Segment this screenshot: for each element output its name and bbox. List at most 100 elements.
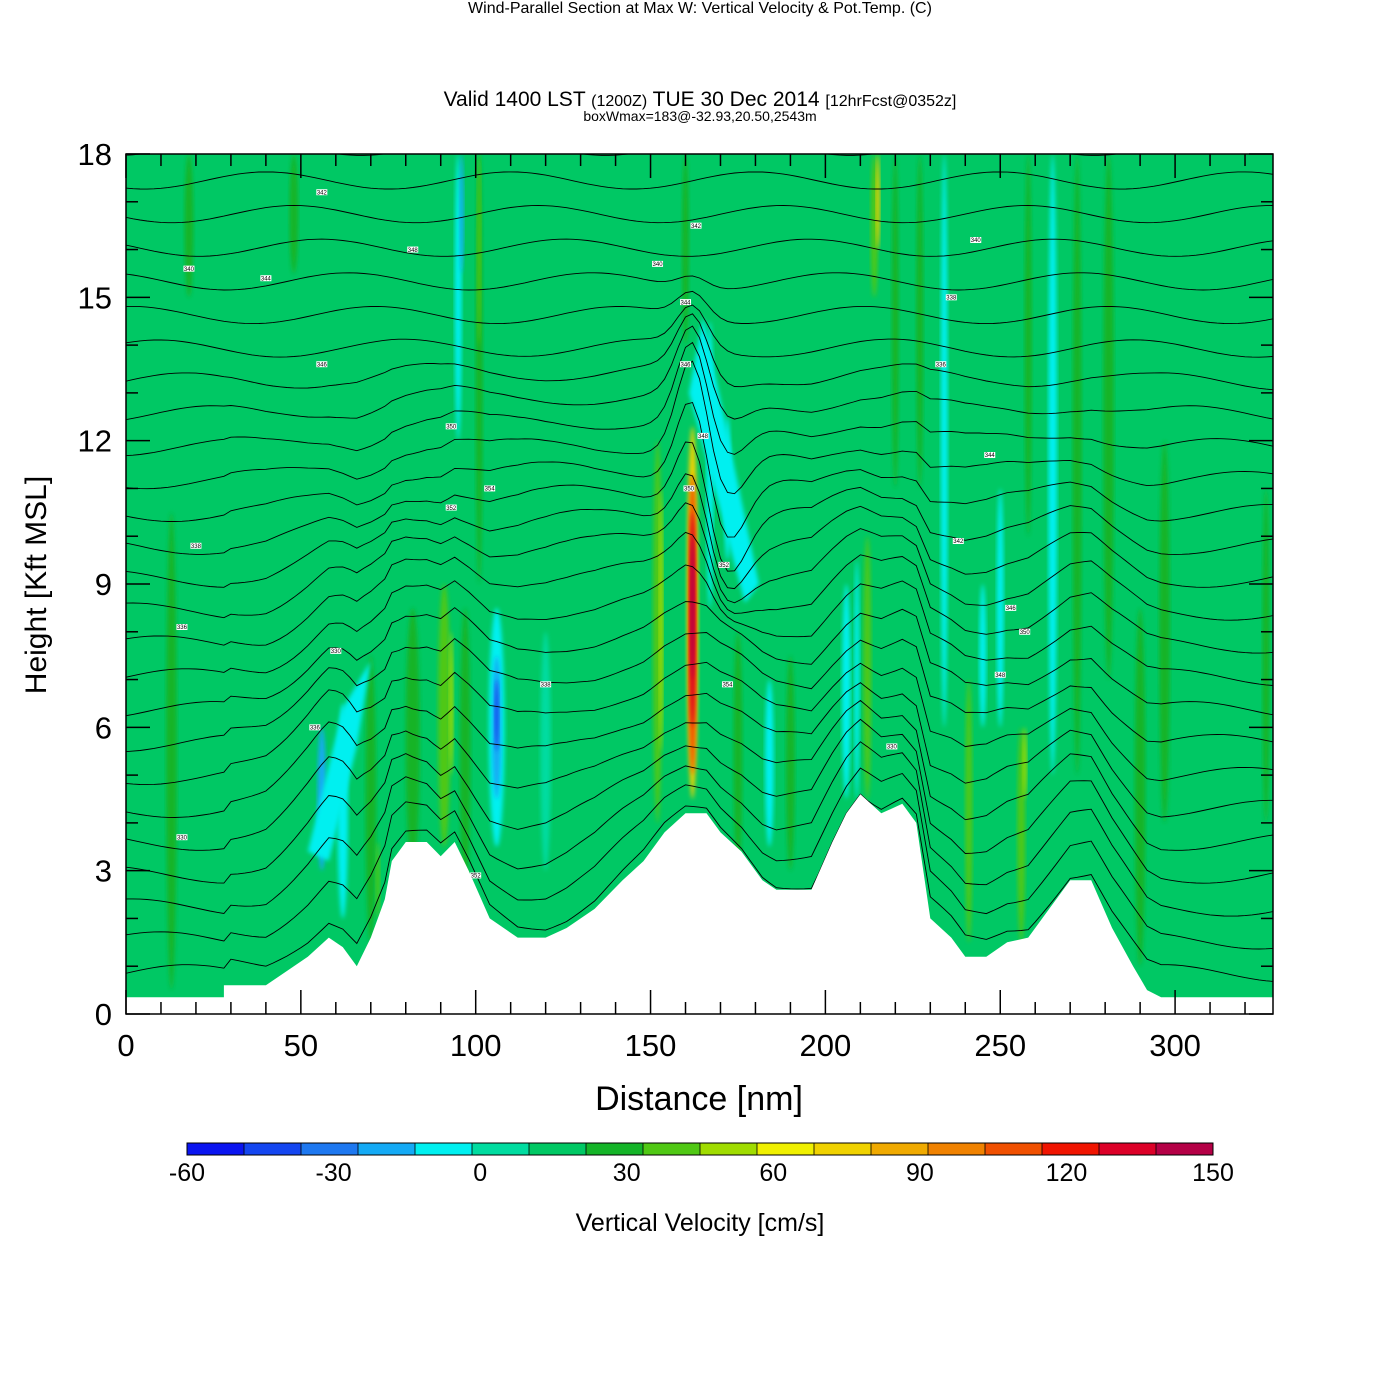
- theta-contour-338: [126, 304, 1273, 358]
- y-tick-label-18: 18: [78, 137, 112, 172]
- svg-text:342: 342: [317, 190, 328, 196]
- velocity-cell-40: [996, 488, 1004, 728]
- contour-label-2: 338: [190, 542, 202, 550]
- contour-label-24: 338: [945, 294, 957, 302]
- theta-contour-350: [126, 154, 1121, 156]
- contour-label-28: 346: [1005, 604, 1017, 612]
- svg-text:346: 346: [317, 362, 328, 368]
- svg-text:348: 348: [995, 673, 1006, 679]
- contour-label-10: 354: [484, 485, 496, 493]
- velocity-cell-0: [166, 512, 177, 991]
- velocity-cell-49: [184, 154, 194, 298]
- contour-label-25: 340: [970, 237, 981, 244]
- y-tick-label-15: 15: [78, 280, 112, 315]
- contour-label-9: 352: [445, 504, 457, 512]
- svg-text:346: 346: [681, 362, 692, 368]
- svg-text:336: 336: [177, 625, 188, 631]
- velocity-cell-50: [289, 154, 299, 274]
- theta-contour-308: [126, 699, 1273, 851]
- colorbar-swatch-7: [586, 1143, 644, 1155]
- velocity-cell-42: [1022, 727, 1027, 800]
- velocity-cell-11: [494, 679, 499, 752]
- theta-contour-342: [126, 272, 1273, 291]
- theta-contour-344: [126, 238, 1273, 257]
- contour-label-5: 344: [260, 275, 272, 282]
- colorbar-tick-label-4: 60: [759, 1159, 787, 1187]
- velocity-cell-35: [891, 154, 899, 489]
- velocity-cell-31: [854, 560, 860, 799]
- svg-text:348: 348: [408, 248, 419, 254]
- forecast-info: [12hrFcst@0352z]: [825, 93, 957, 110]
- velocity-field: [166, 154, 1270, 991]
- velocity-cell-6: [438, 584, 451, 847]
- velocity-cell-5: [405, 607, 420, 871]
- velocity-cell-38: [965, 679, 973, 943]
- valid-date: TUE 30 Dec 2014: [652, 88, 820, 111]
- colorbar-tick-label-2: 0: [473, 1159, 487, 1187]
- velocity-cell-16: [540, 631, 551, 871]
- colorbar-swatch-10: [757, 1143, 815, 1155]
- valid-prefix: Valid 1400 LST: [443, 88, 586, 111]
- velocity-cell-34: [875, 154, 880, 250]
- theta-contour-314: [126, 632, 1273, 753]
- box-wmax-line: boxWmax=183@-32.93,20.50,2543m: [583, 108, 817, 124]
- velocity-cell-1: [365, 655, 377, 943]
- svg-text:338: 338: [541, 683, 552, 689]
- contour-label-16: 344: [680, 299, 691, 306]
- svg-text:338: 338: [191, 544, 202, 550]
- svg-text:354: 354: [485, 487, 496, 493]
- svg-text:346: 346: [1006, 606, 1017, 612]
- contour-label-30: 350: [1019, 628, 1030, 636]
- colorbar-tick-label-1: -30: [316, 1159, 352, 1187]
- svg-text:340: 340: [653, 262, 664, 268]
- colorbar-swatch-11: [814, 1143, 872, 1155]
- colorbar-swatch-0: [187, 1143, 245, 1155]
- velocity-cell-44: [1048, 154, 1058, 776]
- svg-text:350: 350: [446, 425, 457, 431]
- y-tick-label-3: 3: [95, 854, 112, 889]
- contour-label-23: 336: [935, 361, 946, 368]
- theta-contour-330: [126, 360, 1273, 495]
- theta-contour-340: [126, 290, 1273, 325]
- svg-text:338: 338: [946, 296, 957, 302]
- valid-time-line: Valid 1400 LST (1200Z) TUE 30 Dec 2014 […: [0, 88, 1400, 112]
- svg-text:342: 342: [691, 224, 702, 230]
- y-tick-label-12: 12: [78, 424, 112, 459]
- contour-label-6: 346: [316, 361, 327, 368]
- velocity-cell-45: [1072, 154, 1082, 776]
- terrain-mask: [126, 794, 1273, 1014]
- velocity-cell-22: [690, 536, 695, 680]
- svg-text:352: 352: [719, 563, 730, 569]
- theta-contour-334: [126, 325, 1273, 421]
- theta-contour-336: [126, 313, 1273, 391]
- contour-label-0: 330: [176, 834, 188, 841]
- theta-contour-326: [126, 441, 1273, 572]
- contour-label-7: 348: [407, 246, 419, 254]
- velocity-cell-27: [733, 631, 743, 871]
- contour-label-1: 336: [176, 624, 188, 631]
- x-tick-label-200: 200: [800, 1028, 852, 1063]
- velocity-cell-28: [765, 679, 774, 847]
- contour-label-19: 350: [683, 485, 695, 493]
- theta-contour-304: [126, 741, 1273, 917]
- chart-title: Wind-Parallel Section at Max W: Vertical…: [0, 0, 1400, 18]
- colorbar-swatch-6: [529, 1143, 587, 1155]
- contour-label-20: 352: [718, 561, 730, 569]
- y-axis: 0 3 6 9 12 15 18: [78, 137, 1273, 1032]
- velocity-cell-39: [979, 584, 987, 728]
- colorbar-swatch-9: [700, 1143, 758, 1155]
- theta-contour-320: [126, 531, 1273, 654]
- svg-text:330: 330: [887, 745, 898, 751]
- colorbar-tick-label-0: -60: [169, 1159, 205, 1187]
- svg-text:352: 352: [471, 874, 482, 880]
- contour-label-11: 330: [330, 647, 341, 655]
- contour-label-3: 340: [183, 265, 195, 273]
- theta-contour-322: [126, 502, 1273, 621]
- colorbar-tick-label-5: 90: [906, 1159, 934, 1187]
- theta-contour-302: [126, 767, 1273, 950]
- x-tick-label-100: 100: [450, 1028, 502, 1063]
- velocity-cell-7: [449, 631, 454, 776]
- theta-contour-300: [126, 793, 1273, 982]
- svg-text:354: 354: [722, 683, 733, 689]
